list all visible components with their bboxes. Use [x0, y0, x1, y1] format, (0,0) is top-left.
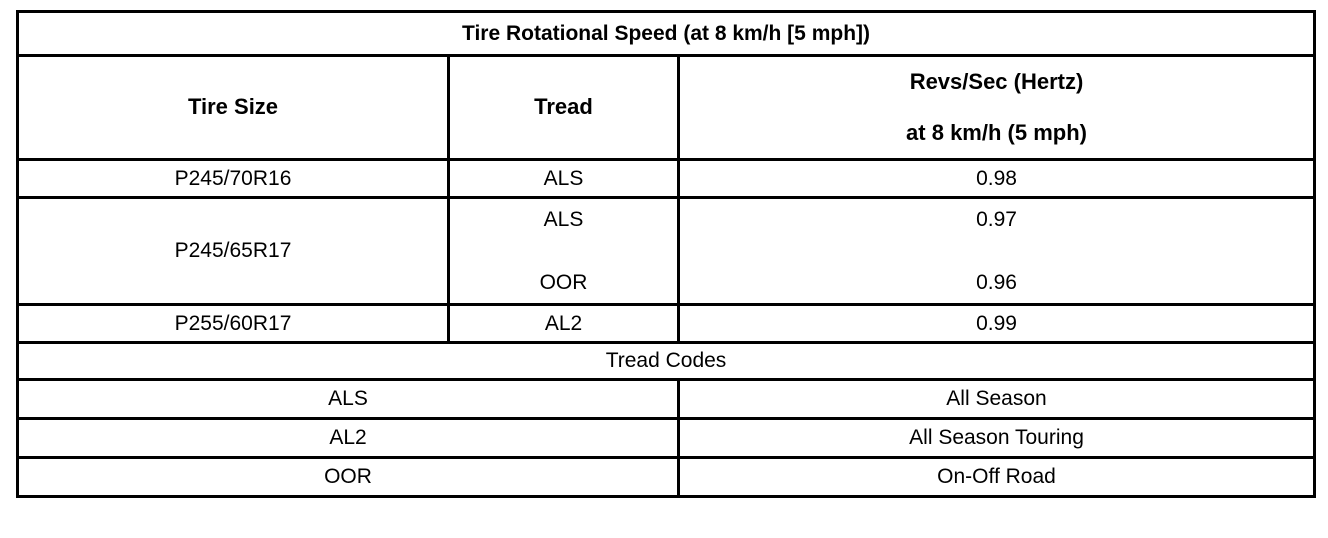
- revs-value: 0.96: [976, 270, 1017, 294]
- tire-size-value: P245/65R17: [16, 196, 450, 306]
- table-row: P245/65R17 ALS OOR 0.97 0.96: [16, 196, 1317, 306]
- column-header-revs: Revs/Sec (Hertz) at 8 km/h (5 mph): [676, 54, 1317, 161]
- tread-code-description: All Season: [676, 378, 1317, 420]
- table-row: P245/70R16 ALS 0.98: [16, 158, 1317, 199]
- column-header-tire-size: Tire Size: [16, 54, 450, 161]
- table-title-row: Tire Rotational Speed (at 8 km/h [5 mph]…: [15, 10, 1317, 57]
- tread-code-value: ALS: [16, 378, 680, 420]
- tread-value: ALS: [447, 158, 680, 199]
- column-header-tread: Tread: [447, 54, 680, 161]
- column-header-revs-line1: Revs/Sec (Hertz): [909, 69, 1084, 94]
- tread-code-row: OOR On-Off Road: [16, 456, 1317, 498]
- table-title: Tire Rotational Speed (at 8 km/h [5 mph]…: [15, 10, 1317, 57]
- tread-value-group: ALS OOR: [447, 196, 680, 306]
- column-header-revs-line2: at 8 km/h (5 mph): [906, 119, 1087, 145]
- tread-value: ALS: [543, 208, 584, 231]
- revs-value: 0.99: [676, 303, 1317, 344]
- tire-rotational-speed-table: Tire Rotational Speed (at 8 km/h [5 mph]…: [15, 10, 1317, 498]
- tread-code-value: AL2: [16, 417, 680, 459]
- tread-code-row: ALS All Season: [16, 378, 1317, 420]
- tread-code-description: All Season Touring: [676, 417, 1317, 459]
- tread-code-value: OOR: [16, 456, 680, 498]
- tread-codes-title-row: Tread Codes: [15, 341, 1317, 381]
- tread-code-row: AL2 All Season Touring: [16, 417, 1317, 459]
- tread-value: OOR: [539, 270, 588, 294]
- tread-value: AL2: [447, 303, 680, 344]
- table-row: P255/60R17 AL2 0.99: [16, 303, 1317, 344]
- tread-code-description: On-Off Road: [676, 456, 1317, 498]
- tread-codes-title: Tread Codes: [15, 341, 1317, 381]
- revs-value: 0.98: [676, 158, 1317, 199]
- revs-value-group: 0.97 0.96: [676, 196, 1317, 306]
- tire-size-value: P255/60R17: [16, 303, 450, 344]
- table-header-row: Tire Size Tread Revs/Sec (Hertz) at 8 km…: [16, 54, 1317, 161]
- tire-size-value: P245/70R16: [16, 158, 450, 199]
- revs-value: 0.97: [976, 208, 1017, 231]
